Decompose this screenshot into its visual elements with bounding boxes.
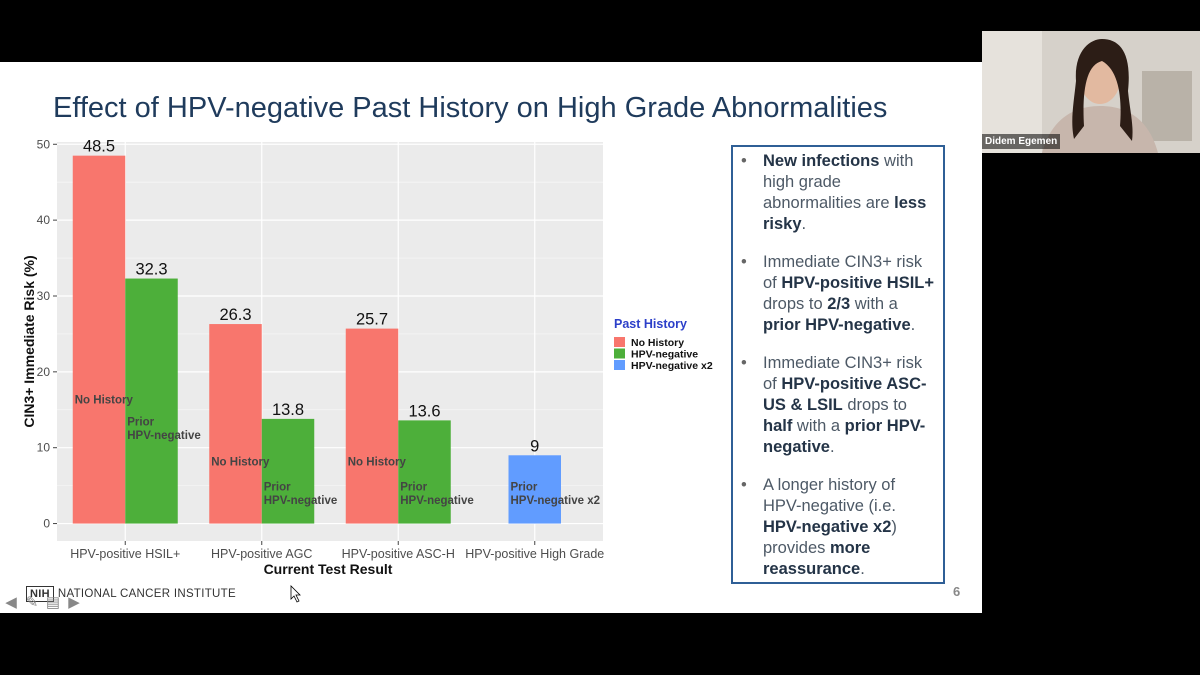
bar-group-label: HPV-negative — [264, 495, 338, 507]
participant-video[interactable]: Didem Egemen — [982, 31, 1200, 153]
bar-group-label: Prior — [511, 482, 538, 494]
legend-swatch — [614, 348, 625, 359]
legend-title: Past History — [614, 317, 687, 331]
page-number: 6 — [953, 584, 961, 599]
bullet-list: New infections with high grade abnormali… — [741, 151, 935, 580]
legend-swatch — [614, 360, 625, 370]
participant-name: Didem Egemen — [982, 134, 1061, 149]
bullet-item: A longer history of HPV-negative (i.e. H… — [741, 475, 935, 580]
bar-value-label: 13.6 — [408, 402, 440, 420]
slide-nav: ◀ ✎ ▤ ▶ — [2, 595, 83, 611]
legend-label: HPV-negative x2 — [631, 360, 713, 372]
mouse-cursor-icon — [290, 585, 301, 603]
bar-group-label: Prior — [400, 482, 427, 494]
y-tick-label: 20 — [37, 365, 51, 379]
menu-icon[interactable]: ▤ — [45, 594, 61, 611]
x-tick-label: HPV-positive HSIL+ — [70, 547, 180, 561]
participant-avatar — [982, 31, 1200, 153]
bar-group-label: Prior — [264, 482, 291, 494]
bar-value-label: 32.3 — [135, 261, 167, 279]
bar — [398, 420, 451, 524]
arrow-left-icon[interactable]: ◀ — [5, 594, 17, 611]
bar — [508, 455, 561, 524]
bar — [261, 418, 315, 524]
bar-group-label: No History — [211, 457, 270, 469]
y-axis-title: CIN3+ Immediate Risk (%) — [21, 255, 37, 427]
pen-icon[interactable]: ✎ — [25, 594, 39, 611]
y-tick-label: 10 — [37, 441, 51, 455]
bar-group-label: Prior — [127, 417, 154, 429]
bar-value-label: 13.8 — [272, 401, 304, 419]
bar — [345, 328, 399, 524]
x-tick-label: HPV-positive AGC — [211, 547, 312, 561]
bar-group-label: No History — [75, 395, 134, 407]
y-tick-label: 50 — [37, 137, 51, 151]
nci-logo-text: NATIONAL CANCER INSTITUTE — [57, 588, 236, 600]
x-axis-title: Current Test Result — [264, 561, 393, 577]
slide-title: Effect of HPV-negative Past History on H… — [53, 92, 888, 124]
bar — [209, 324, 262, 524]
key-points-box: New infections with high grade abnormali… — [731, 145, 945, 584]
bullet-item: Immediate CIN3+ risk of HPV-positive HSI… — [741, 252, 935, 336]
bar-group-label: HPV-negative — [400, 495, 474, 507]
nci-logo: NIH NATIONAL CANCER INSTITUTE — [26, 586, 236, 602]
bar-group-label: HPV-negative — [127, 430, 201, 442]
bullet-item: New infections with high grade abnormali… — [741, 151, 935, 235]
legend-swatch — [614, 337, 625, 347]
x-tick-label: HPV-positive ASC-H — [342, 547, 455, 561]
y-tick-label: 0 — [43, 517, 50, 531]
bar-value-label: 26.3 — [219, 306, 251, 324]
bar-group-label: No History — [348, 457, 407, 469]
nih-logo-box: NIH — [26, 586, 54, 602]
y-tick-label: 30 — [37, 289, 51, 303]
bar-group-label: HPV-negative x2 — [511, 495, 600, 507]
bullet-item: Immediate CIN3+ risk of HPV-positive ASC… — [741, 353, 935, 458]
legend-label: No History — [631, 337, 684, 349]
bar-value-label: 9 — [530, 437, 539, 455]
y-tick-label: 40 — [37, 213, 51, 227]
x-tick-label: HPV-positive High Grade — [465, 547, 604, 561]
slide: Effect of HPV-negative Past History on H… — [0, 62, 982, 613]
bar-value-label: 48.5 — [83, 138, 115, 156]
bar-value-label: 25.7 — [356, 311, 388, 329]
bar-chart: 0 10 20 30 40 50 48.5 32.3 HPV-positive HSIL+ 26.… — [21, 137, 713, 603]
arrow-right-icon[interactable]: ▶ — [68, 594, 80, 611]
bar — [72, 155, 126, 524]
bar — [125, 278, 178, 524]
legend-label: HPV-negative — [631, 349, 698, 361]
